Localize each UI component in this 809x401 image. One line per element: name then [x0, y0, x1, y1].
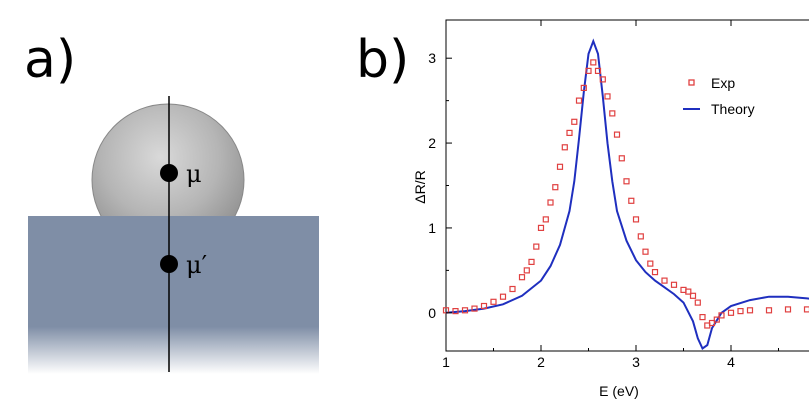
exp-point	[737, 308, 744, 315]
exp-point	[628, 197, 635, 204]
exp-point	[556, 163, 564, 170]
exp-point	[637, 233, 644, 240]
exp-point	[623, 178, 630, 185]
exp-point	[713, 316, 720, 323]
mu-label: μ	[186, 160, 202, 188]
exp-point	[699, 314, 706, 321]
exp-point	[784, 306, 792, 313]
legend-exp-label: Exp	[711, 75, 735, 91]
x-tick-label: 3	[632, 354, 640, 370]
x-tick-label: 1	[442, 354, 450, 370]
exp-point	[765, 307, 773, 314]
exp-point	[580, 84, 587, 92]
exp-point	[647, 260, 654, 267]
exp-point	[708, 319, 716, 327]
exp-point	[490, 298, 497, 305]
exp-point	[509, 285, 516, 293]
y-tick-label: 1	[428, 220, 436, 236]
exp-point	[480, 302, 488, 310]
exp-point	[461, 307, 469, 314]
mu-prime-label: μ′	[186, 251, 207, 279]
exp-point	[599, 76, 606, 83]
exp-point	[632, 216, 640, 223]
exp-point	[552, 184, 559, 191]
exp-point	[499, 293, 507, 300]
legend-exp-marker	[688, 79, 695, 86]
exp-point	[571, 118, 578, 125]
exp-point	[590, 59, 597, 66]
exp-point	[613, 131, 621, 138]
exp-point	[694, 299, 701, 306]
exp-point	[594, 67, 602, 75]
legend-theory-label: Theory	[711, 101, 755, 117]
exp-point	[518, 274, 526, 281]
y-axis-title: ΔR/R	[412, 170, 428, 203]
exp-point	[604, 93, 611, 100]
exp-point	[670, 281, 678, 288]
exp-point	[575, 97, 583, 104]
exp-point	[566, 129, 573, 136]
exp-point	[609, 110, 616, 117]
panel-a-label: a)	[24, 30, 77, 90]
exp-point	[561, 144, 568, 151]
exp-point	[718, 312, 725, 319]
exp-point	[618, 155, 625, 162]
dipole-point-upper	[160, 164, 178, 182]
exp-point	[533, 243, 540, 250]
exp-point	[642, 248, 649, 255]
dipole-point-lower	[160, 255, 178, 273]
y-tick-label: 0	[428, 305, 436, 321]
exp-point	[585, 67, 592, 75]
exp-point	[528, 258, 535, 265]
y-tick-label: 3	[428, 50, 436, 66]
exp-point	[651, 269, 659, 276]
theory-line	[445, 38, 809, 351]
panel-b-label: b)	[356, 30, 410, 90]
y-tick-label: 2	[428, 135, 436, 151]
exp-point	[727, 309, 735, 316]
plot-frame	[445, 19, 809, 352]
exp-point	[523, 267, 530, 274]
x-axis-title: E (eV)	[599, 383, 639, 399]
substrate	[28, 216, 319, 374]
x-tick-label: 4	[727, 354, 735, 370]
exp-point	[661, 277, 668, 284]
x-tick-label: 2	[537, 354, 545, 370]
exp-point	[689, 292, 697, 299]
exp-point	[537, 224, 545, 231]
exp-point	[685, 288, 692, 295]
exp-point	[452, 308, 459, 315]
panel-a-schematic: μ μ′	[28, 96, 319, 374]
exp-point	[542, 216, 549, 223]
exp-point	[547, 199, 554, 206]
exp-point	[803, 306, 809, 313]
exp-point	[746, 307, 754, 314]
legend: Exp Theory	[683, 75, 755, 117]
exp-point	[471, 305, 478, 312]
